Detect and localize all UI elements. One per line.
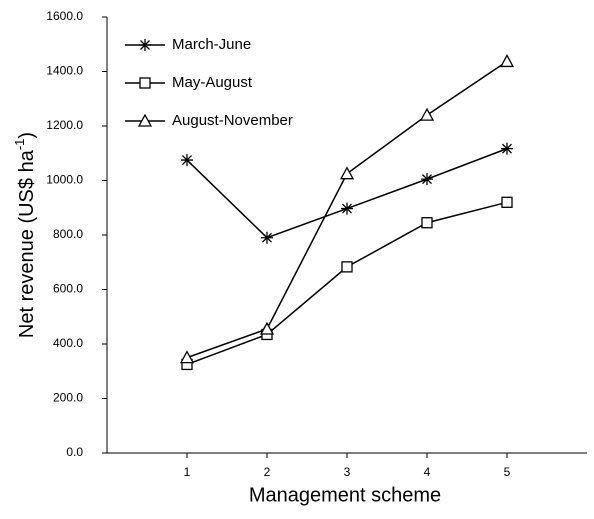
- x-tick-label: 1: [184, 465, 191, 479]
- y-tick-label: 200.0: [53, 391, 83, 405]
- x-tick-label: 3: [344, 465, 351, 479]
- triangle-marker: [339, 166, 355, 180]
- y-axis-title-sup: -1: [12, 139, 27, 151]
- triangle-marker: [259, 321, 275, 335]
- y-tick-label: 1200.0: [46, 118, 83, 132]
- x-tick-label: 4: [424, 465, 431, 479]
- square-marker: [139, 77, 151, 89]
- star-marker: [421, 173, 433, 186]
- y-tick-label: 400.0: [53, 336, 83, 350]
- star-marker: [341, 202, 353, 215]
- y-axis-title: Net revenue (US$ ha-1): [12, 132, 38, 338]
- y-tick-label: 1600.0: [46, 9, 83, 23]
- y-tick-label: 800.0: [53, 227, 83, 241]
- star-marker: [261, 231, 273, 244]
- legend-text: March-June: [172, 36, 251, 53]
- triangle-marker: [499, 54, 515, 68]
- y-tick-label: 0.0: [66, 445, 83, 459]
- series-line: [186, 147, 508, 239]
- star-marker: [139, 39, 151, 51]
- x-tick-label: 2: [264, 465, 271, 479]
- y-axis-title-main: Net revenue (US$ ha: [16, 149, 38, 338]
- star-marker: [501, 142, 513, 155]
- square-marker: [341, 261, 353, 273]
- triangle-marker: [419, 107, 435, 121]
- square-marker: [501, 196, 513, 208]
- y-axis-title-close: ): [16, 132, 38, 139]
- x-tick-label: 5: [504, 465, 511, 479]
- x-axis-title: Management scheme: [249, 484, 441, 506]
- y-tick-label: 600.0: [53, 282, 83, 296]
- y-tick-label: 1400.0: [46, 64, 83, 78]
- square-marker: [421, 217, 433, 229]
- star-marker: [181, 154, 193, 167]
- triangle-marker: [179, 350, 195, 364]
- triangle-marker: [137, 113, 153, 127]
- legend-text: August-November: [172, 112, 293, 129]
- y-tick-label: 1000.0: [46, 173, 83, 187]
- legend-text: May-August: [172, 74, 253, 91]
